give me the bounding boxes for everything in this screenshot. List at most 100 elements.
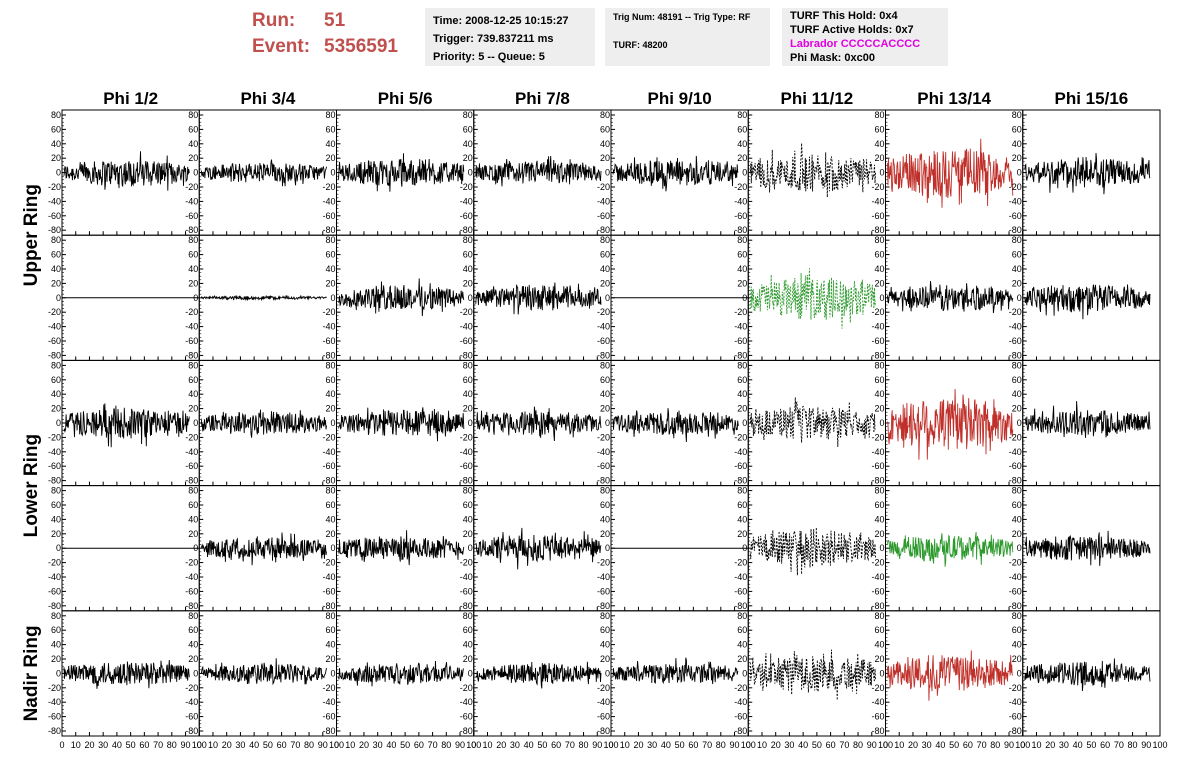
y-tick-label: 0 [605, 168, 610, 178]
y-tick-label: 40 [463, 640, 473, 650]
x-tick-label: 70 [565, 740, 575, 750]
waveform-panel: 80 60 40 20 0 -20 -40 -60 -80 [871, 359, 1024, 487]
y-tick-label: 80 [51, 360, 61, 370]
y-tick-label: 80 [188, 611, 198, 621]
turf-text: TURF: 48200 [613, 40, 668, 50]
y-tick-label: -40 [871, 196, 884, 206]
y-tick-label: -20 [871, 307, 884, 317]
y-tick-label: 20 [1012, 529, 1022, 539]
waveform-trace [887, 138, 1014, 208]
x-tick-label: 40 [112, 740, 122, 750]
y-tick-label: 40 [737, 389, 747, 399]
y-tick-label: 0 [1017, 668, 1022, 678]
waveform-panel: 80 60 40 20 0 -20 -40 -60 -80 [734, 359, 886, 487]
y-tick-label: -20 [460, 182, 473, 192]
waveform-panel: 80 60 40 20 0 -20 -40 -60 -80 [460, 485, 612, 612]
y-tick-label: -40 [1009, 447, 1022, 457]
y-tick-label: 0 [879, 168, 884, 178]
y-tick-label: 20 [325, 654, 335, 664]
y-tick-label: -40 [734, 697, 747, 707]
y-tick-label: 60 [737, 250, 747, 260]
x-tick-label: 50 [400, 740, 410, 750]
y-tick-label: -80 [1009, 225, 1022, 235]
waveform-panel: 80 60 40 20 0 -20 -40 -60 -80 [185, 485, 337, 612]
x-tick-label: 70 [428, 740, 438, 750]
y-tick-label: -20 [460, 307, 473, 317]
y-tick-label: 20 [51, 153, 61, 163]
waveform-trace [887, 280, 1014, 314]
y-tick-label: -80 [322, 476, 335, 486]
y-tick-label: -20 [48, 683, 61, 693]
waveform-panel: 80 60 40 20 0 -20 -40 -60 -80 [48, 234, 200, 361]
y-tick-label: -80 [871, 225, 884, 235]
waveform-panel: 80 60 40 20 0 -20 -40 -60 -80 [597, 359, 749, 487]
waveform-panel: 80 60 40 20 0 -20 -40 -60 -80 [48, 109, 200, 236]
waveform-trace [749, 268, 876, 329]
x-tick-label: 90 [730, 740, 740, 750]
run-label: Run: [252, 10, 296, 31]
waveform-panel: 80 60 40 20 0 -20 -40 -60 -80 [734, 234, 886, 361]
y-tick-label: 40 [600, 264, 610, 274]
y-tick-label: 20 [600, 404, 610, 414]
y-tick-label: -80 [322, 726, 335, 736]
x-tick-label: 90 [867, 740, 877, 750]
x-tick-label: 70 [839, 740, 849, 750]
x-tick-label: 50 [1086, 740, 1096, 750]
y-tick-label: -60 [460, 336, 473, 346]
x-tick-label: 30 [647, 740, 657, 750]
y-tick-label: -80 [460, 350, 473, 360]
y-tick-label: -40 [322, 447, 335, 457]
x-tick-label: 20 [359, 740, 369, 750]
y-tick-label: -60 [871, 586, 884, 596]
y-tick-label: 80 [463, 360, 473, 370]
y-tick-label: 80 [1012, 611, 1022, 621]
y-tick-label: 60 [51, 625, 61, 635]
y-tick-label: 20 [188, 153, 198, 163]
x-tick-label: 40 [798, 740, 808, 750]
y-tick-label: -40 [871, 447, 884, 457]
y-tick-label: 20 [51, 529, 61, 539]
y-tick-label: 0 [330, 293, 335, 303]
y-tick-label: 60 [1012, 375, 1022, 385]
waveform-panel: 80 60 40 20 0 -20 -40 -60 -80 [460, 109, 612, 236]
waveform-panel: 80 60 40 20 0 -20 -40 -60 -80 [460, 234, 612, 361]
y-tick-label: 0 [468, 668, 473, 678]
x-tick-label: 70 [1114, 740, 1124, 750]
y-tick-label: 40 [51, 389, 61, 399]
y-tick-label: -80 [322, 225, 335, 235]
y-tick-label: 0 [330, 668, 335, 678]
y-tick-label: -20 [185, 307, 198, 317]
y-tick-label: 0 [1017, 543, 1022, 553]
y-tick-label: 40 [1012, 264, 1022, 274]
y-tick-label: -60 [1009, 211, 1022, 221]
y-tick-label: -40 [734, 447, 747, 457]
y-tick-label: -60 [185, 712, 198, 722]
x-tick-label: 50 [812, 740, 822, 750]
y-tick-label: -20 [322, 558, 335, 568]
waveform-panel: 80 60 40 20 0 -20 -40 -60 -80 [185, 359, 337, 487]
y-tick-label: 60 [874, 625, 884, 635]
y-tick-label: 40 [600, 139, 610, 149]
y-tick-label: 60 [188, 500, 198, 510]
y-tick-label: -80 [460, 726, 473, 736]
y-tick-label: 20 [463, 278, 473, 288]
y-tick-label: -20 [185, 683, 198, 693]
waveform-trace [1024, 658, 1151, 692]
y-tick-label: -80 [460, 476, 473, 486]
y-tick-label: -60 [871, 336, 884, 346]
y-tick-label: -20 [460, 558, 473, 568]
waveform-trace [749, 527, 876, 576]
y-tick-label: -80 [322, 350, 335, 360]
y-tick-label: -60 [185, 461, 198, 471]
waveform-trace [475, 527, 602, 570]
y-tick-label: -80 [871, 601, 884, 611]
y-tick-label: 40 [1012, 640, 1022, 650]
y-tick-label: 20 [600, 529, 610, 539]
x-tick-label: 20 [908, 740, 918, 750]
y-tick-label: -60 [322, 586, 335, 596]
y-tick-label: 40 [51, 640, 61, 650]
x-tick-label: 10 [208, 740, 218, 750]
y-tick-label: -80 [48, 476, 61, 486]
y-tick-label: -20 [1009, 307, 1022, 317]
